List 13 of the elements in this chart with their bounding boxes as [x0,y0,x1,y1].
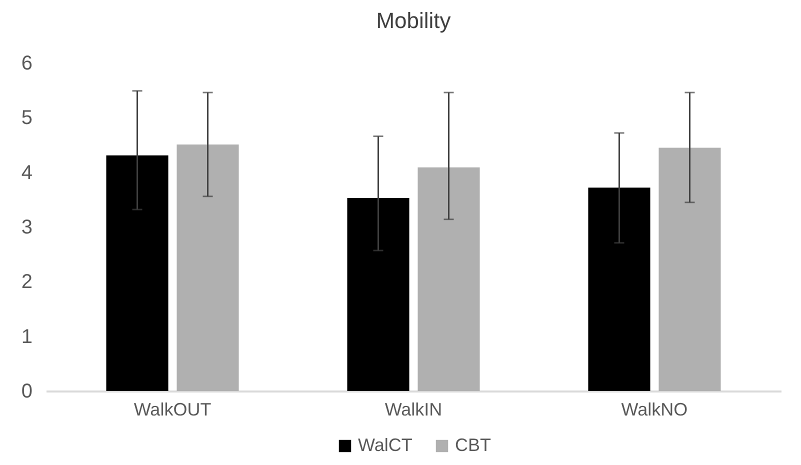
x-tick-label: WalkIN [384,400,442,420]
chart-title: Mobility [376,8,451,33]
legend-label: CBT [455,435,492,455]
y-tick-label: 0 [21,380,32,402]
y-tick-label: 3 [21,216,32,238]
y-tick-label: 6 [21,52,32,74]
legend-label: WalCT [358,435,412,455]
y-tick-label: 5 [21,107,32,130]
x-tick-label: WalkOUT [134,400,212,420]
y-tick-label: 2 [21,271,32,294]
x-tick-label: WalkNO [621,400,688,420]
y-tick-label: 1 [21,326,32,348]
y-tick-label: 4 [21,162,32,184]
